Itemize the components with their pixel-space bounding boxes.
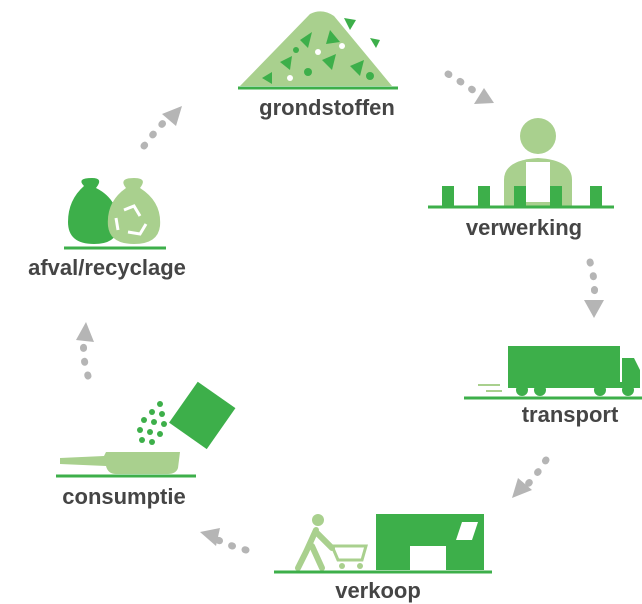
- node-label: consumptie: [62, 484, 185, 509]
- node-label: transport: [522, 402, 619, 427]
- node-label: verwerking: [466, 215, 582, 240]
- arrows: [76, 70, 604, 554]
- node-label: afval/recyclage: [28, 255, 186, 280]
- sales-icon: [274, 514, 492, 574]
- transport-icon: [464, 346, 642, 400]
- node-label: verkoop: [335, 578, 421, 603]
- consumption-icon: [56, 381, 236, 478]
- processing-icon: [428, 118, 614, 209]
- raw-materials-icon: [238, 11, 398, 90]
- node-label: grondstoffen: [259, 95, 395, 120]
- waste-icon: [64, 178, 166, 250]
